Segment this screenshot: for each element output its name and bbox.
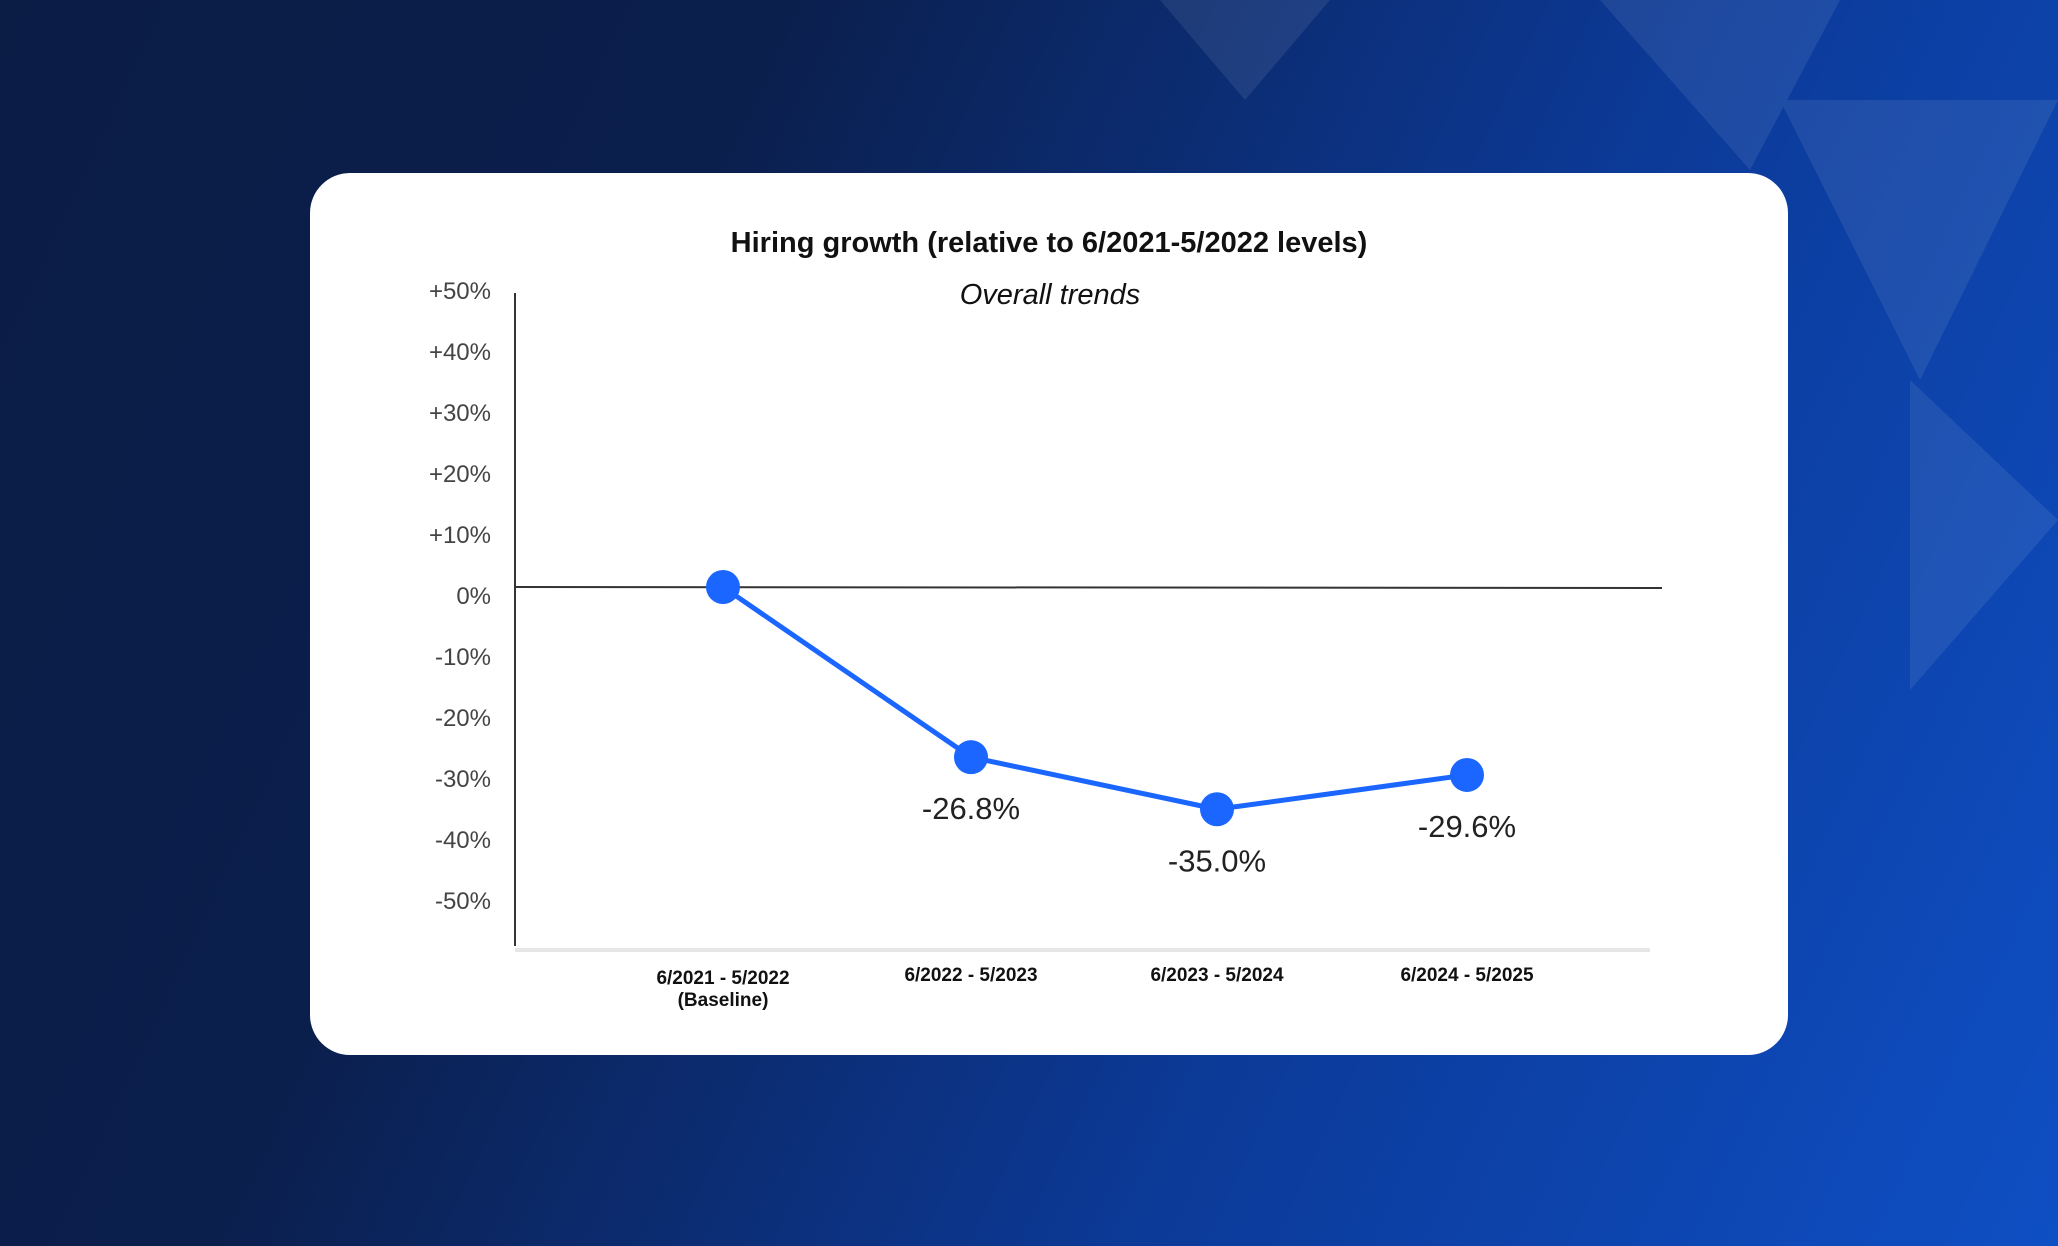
y-tick-label: +50%: [429, 278, 491, 305]
x-tick-label: 6/2023 - 5/2024: [1150, 965, 1284, 986]
y-tick-label: -30%: [435, 766, 491, 793]
y-tick-label: +30%: [429, 400, 491, 427]
data-label: -26.8%: [922, 791, 1020, 826]
y-tick-label: 0%: [456, 583, 491, 610]
x-tick-sublabel: (Baseline): [678, 990, 769, 1011]
y-tick-label: +20%: [429, 461, 491, 488]
x-tick-label: 6/2021 - 5/2022: [656, 968, 789, 989]
data-point: [706, 570, 740, 604]
data-label: -29.6%: [1418, 809, 1516, 844]
x-tick-label: 6/2024 - 5/2025: [1400, 965, 1534, 986]
y-tick-label: -10%: [435, 644, 491, 671]
x-tick-label: 6/2022 - 5/2023: [904, 965, 1037, 986]
data-point: [1200, 792, 1234, 827]
chart-subtitle: Overall trends: [960, 279, 1141, 311]
y-tick-label: +40%: [429, 339, 491, 366]
data-point: [954, 740, 988, 775]
y-tick-label: -20%: [435, 705, 491, 732]
chart-card: [310, 173, 1788, 1055]
chart-title: Hiring growth (relative to 6/2021-5/2022…: [731, 227, 1368, 259]
zero-line: [514, 586, 1663, 589]
y-tick-label: -50%: [435, 888, 491, 915]
data-label: -35.0%: [1168, 843, 1266, 878]
y-tick-label: -40%: [435, 827, 491, 854]
y-tick-label: +10%: [429, 522, 491, 549]
data-point: [1450, 757, 1484, 792]
series-line: [721, 584, 1468, 812]
